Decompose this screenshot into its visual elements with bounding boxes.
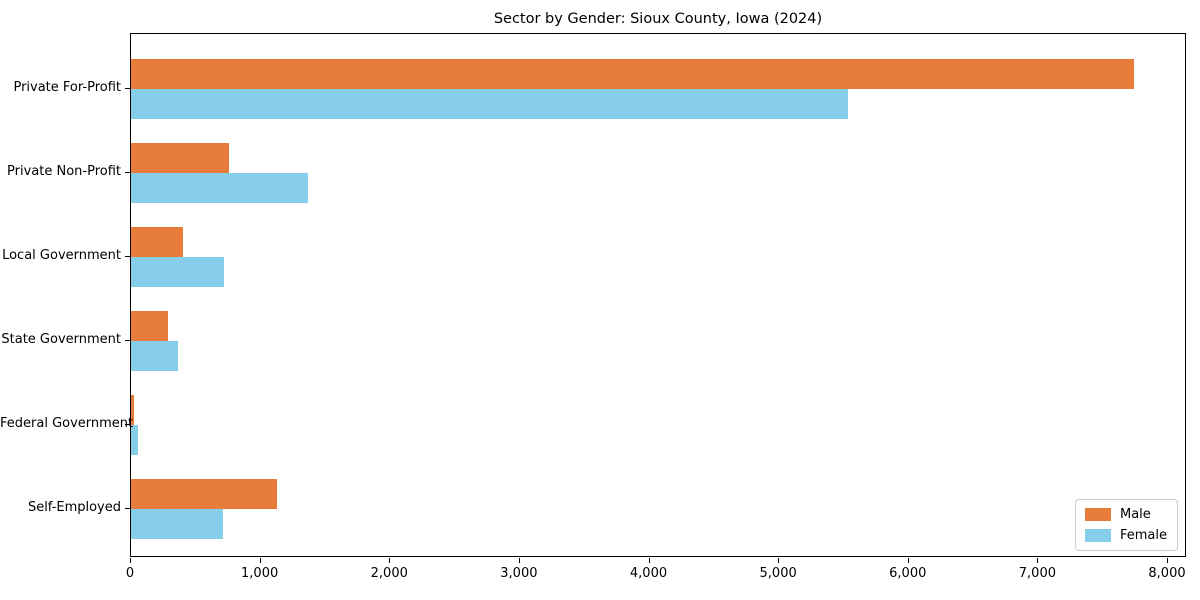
legend-label-female: Female [1119,528,1167,543]
x-tick-label-8000: 8,000 [1148,566,1186,581]
bar-female-state-government [131,341,178,371]
bar-female-self-employed [131,509,224,539]
x-tick-label-7000: 7,000 [1018,566,1056,581]
x-tick-mark [648,558,650,563]
x-tick-mark [1167,558,1168,563]
y-category-label-self-employed: Self-Employed [27,500,121,515]
bar-male-self-employed [131,479,278,509]
y-category-label-local-government: Local Government [2,248,121,263]
y-tick-mark [125,508,130,509]
legend-item-male: Male [1084,507,1167,522]
x-tick-label-2000: 2,000 [370,566,408,581]
y-category-label-private-non-profit: Private Non-Profit [7,164,121,179]
chart-title: Sector by Gender: Sioux County, Iowa (20… [493,11,823,27]
x-tick-label-6000: 6,000 [889,566,927,581]
x-tick-label-4000: 4,000 [629,566,668,581]
bar-female-private-non-profit [131,173,308,203]
x-tick-label-1000: 1,000 [241,566,279,581]
x-tick-mark [1037,558,1039,563]
y-tick-mark [125,172,130,173]
x-tick-mark [907,558,909,563]
x-tick-mark [518,558,520,563]
y-tick-mark [125,424,130,425]
legend-swatch-female [1084,529,1111,542]
y-tick-mark [125,88,130,89]
x-tick-mark [389,558,391,563]
bar-male-federal-government [131,395,135,425]
y-tick-mark [125,340,130,341]
x-tick-mark [130,558,131,563]
bar-female-private-for-profit [131,89,848,119]
bar-male-state-government [131,311,168,341]
y-category-label-private-for-profit: Private For-Profit [13,80,121,95]
y-category-label-state-government: State Government [1,332,121,347]
x-tick-mark [259,558,261,563]
x-tick-label-3000: 3,000 [500,566,538,581]
legend-label-male: Male [1119,507,1151,522]
bar-female-federal-government [131,425,139,455]
plot-area: Male Female [130,33,1186,557]
bar-male-private-non-profit [131,143,229,173]
y-tick-mark [125,256,130,257]
legend: Male Female [1074,499,1178,551]
x-tick-label-0: 0 [125,566,135,581]
bar-male-private-for-profit [131,59,1135,89]
x-tick-mark [778,558,780,563]
bar-male-local-government [131,227,183,257]
x-tick-label-5000: 5,000 [759,566,797,581]
legend-item-female: Female [1084,528,1167,543]
y-category-label-federal-government: Federal Government [0,416,134,431]
legend-swatch-male [1084,508,1111,521]
bar-female-local-government [131,257,224,287]
